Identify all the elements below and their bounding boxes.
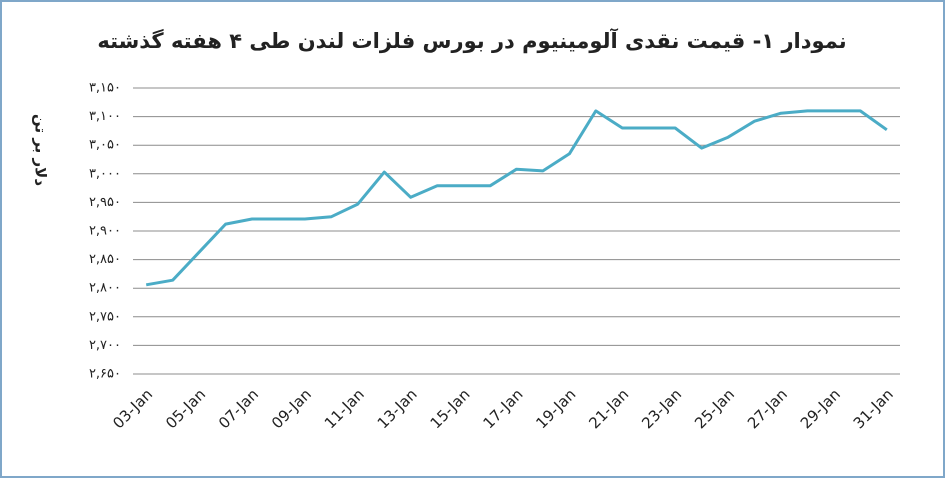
data-line — [145, 109, 888, 287]
y-tick-label: ۲,۷۵۰ — [89, 309, 121, 324]
y-tick-label: ۳,۱۵۰ — [89, 81, 121, 96]
y-tick-label: ۲,۹۰۰ — [89, 224, 121, 239]
y-axis-label: دلار بر تن — [32, 114, 50, 186]
y-tick-label: ۳,۰۵۰ — [89, 138, 121, 153]
chart-title: نمودار ۱- قیمت نقدی آلومینیوم در بورس فل… — [97, 28, 846, 53]
y-tick-label: ۲,۹۵۰ — [89, 195, 121, 210]
y-tick-label: ۲,۷۰۰ — [89, 338, 121, 353]
y-tick-label: ۳,۰۰۰ — [89, 166, 121, 181]
y-tick-label: ۲,۸۵۰ — [89, 252, 121, 267]
y-tick-label: ۳,۱۰۰ — [89, 109, 121, 124]
y-tick-label: ۲,۸۰۰ — [89, 281, 121, 296]
y-tick-label: ۲,۶۵۰ — [89, 367, 121, 382]
